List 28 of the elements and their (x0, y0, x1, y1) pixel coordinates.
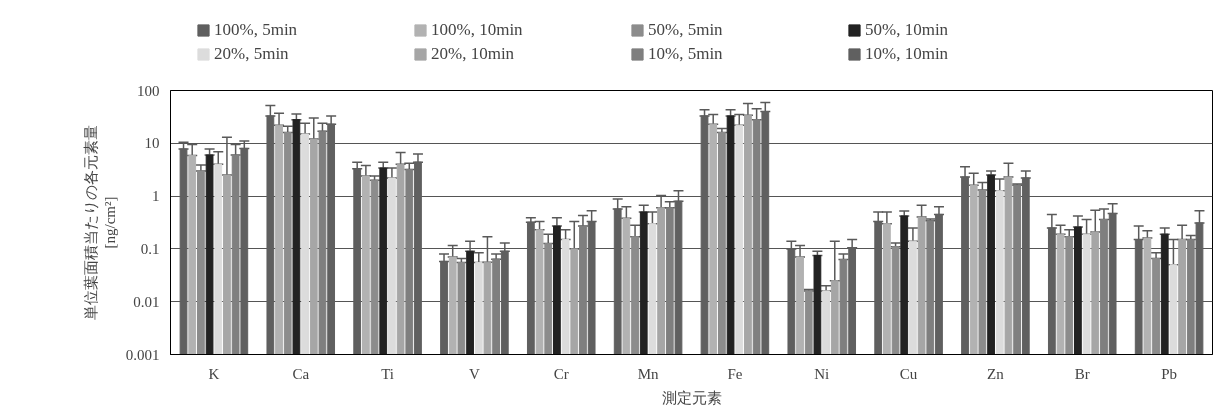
x-tick-label: Br (1074, 365, 1090, 382)
y-axis-title: 単位葉面積当たりの各元素量 [ng/cm²] (82, 125, 118, 320)
legend-label: 20%, 5min (214, 44, 290, 64)
x-tick-label: K (208, 365, 220, 382)
legend-label: 100%, 10min (431, 20, 524, 40)
x-tick-label: Pb (1161, 365, 1178, 382)
legend-label: 100%, 5min (214, 20, 299, 40)
y-tick-label: 100 (137, 82, 160, 99)
x-tick-label: Fe (727, 365, 743, 382)
y-tick-label: 0.001 (125, 346, 160, 363)
x-tick-label: Zn (987, 365, 1005, 382)
x-tick-label: Ti (381, 365, 394, 382)
y-tick-label: 1 (152, 188, 160, 205)
y-tick-label: 0.01 (133, 293, 160, 310)
legend-label: 50%, 10min (865, 20, 950, 40)
x-tick-label: Cr (553, 365, 569, 382)
legend-label: 10%, 5min (648, 44, 724, 64)
y-tick-label: 0.1 (140, 240, 160, 257)
x-axis-title: 測定元素 (661, 389, 722, 406)
x-tick-label: V (469, 365, 480, 382)
x-tick-label: Ca (292, 365, 310, 382)
legend-label: 20%, 10min (431, 44, 516, 64)
x-tick-label: Mn (637, 365, 659, 382)
x-tick-label: Ni (814, 365, 830, 382)
x-tick-label: Cu (899, 365, 918, 382)
legend-label: 10%, 10min (865, 44, 950, 64)
y-tick-label: 10 (144, 135, 160, 152)
legend-label: 50%, 5min (648, 20, 724, 40)
